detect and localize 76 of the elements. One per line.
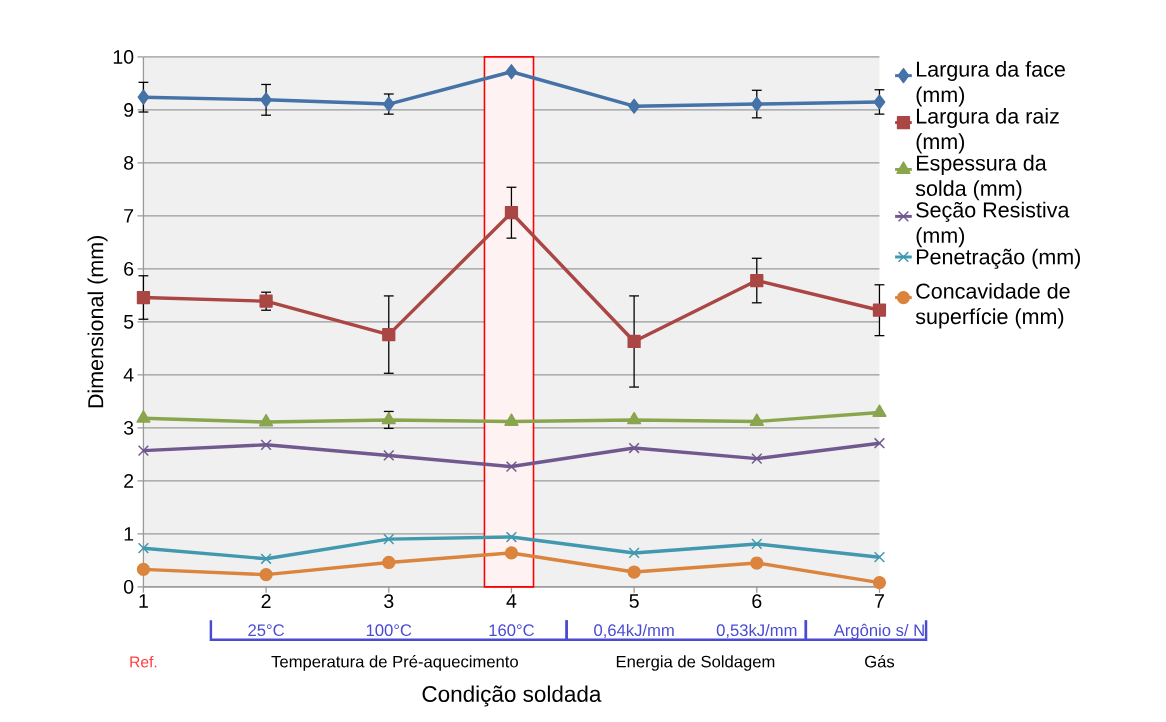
- y-tick-label: 7: [124, 209, 134, 223]
- y-tick-label: 2: [124, 473, 134, 488]
- y-axis-title: Dimensional (mm): [87, 235, 108, 408]
- point: [260, 92, 272, 108]
- y-tick-label: 3: [123, 420, 134, 435]
- x-tick-label: 7: [875, 594, 884, 608]
- x-tick-label: 6: [752, 594, 762, 608]
- point: [873, 551, 886, 563]
- x-tick-label: 3: [384, 594, 394, 608]
- point: [750, 556, 764, 570]
- y-tick-label: 1: [124, 527, 134, 541]
- point: [505, 460, 518, 473]
- point: [749, 413, 764, 426]
- text: Gás: [865, 654, 895, 668]
- x-tick-label: 5: [629, 594, 639, 608]
- point: [750, 273, 764, 288]
- text: Ref.: [130, 655, 157, 668]
- point: [504, 413, 519, 426]
- legend-label: Largura da raiz (mm): [916, 107, 1059, 154]
- y-tick-label: 5: [123, 314, 134, 329]
- legend-label: Concavidade de superfície (mm): [915, 282, 1070, 329]
- point: [872, 303, 887, 317]
- y-tick-label: 4: [123, 368, 134, 382]
- point: [505, 531, 518, 543]
- text: 160°C: [489, 624, 534, 636]
- point: [627, 334, 641, 348]
- point: [873, 437, 886, 449]
- legend-label: Espessura da solda (mm): [915, 154, 1047, 201]
- y-tick-label: 6: [124, 261, 134, 276]
- text: 0,53kJ/mm: [716, 623, 797, 638]
- y-tick-label: 8: [124, 155, 134, 170]
- point: [628, 442, 640, 454]
- legend-label: Largura da face (mm): [916, 60, 1065, 107]
- point: [751, 452, 763, 465]
- point: [381, 411, 396, 425]
- point: [504, 546, 519, 560]
- point: [137, 444, 150, 457]
- y-tick-label: 9: [124, 102, 134, 117]
- point: [504, 205, 519, 220]
- point: [872, 575, 887, 590]
- y-tick-label: 0: [123, 579, 134, 594]
- point: [505, 63, 518, 80]
- x-tick-label: 4: [506, 594, 517, 608]
- point: [751, 538, 763, 550]
- legend-label: Penetração (mm): [916, 248, 1080, 269]
- text: 100°C: [366, 624, 412, 636]
- legend-label: Seção Resistiva (mm): [916, 201, 1070, 248]
- point: [383, 449, 395, 461]
- x-axis-title: Condição soldada: [422, 685, 602, 707]
- point: [627, 411, 642, 425]
- text: Temperatura de Pré-aquecimento: [271, 654, 518, 671]
- point: [260, 553, 272, 565]
- point: [872, 404, 887, 417]
- point: [137, 542, 150, 554]
- point: [383, 533, 395, 545]
- text: Energia de Soldagem: [616, 655, 775, 671]
- point: [137, 89, 150, 105]
- text: 0,64kJ/mm: [594, 623, 674, 638]
- point: [136, 290, 151, 304]
- x-tick-label: 2: [261, 594, 271, 608]
- text: 25°C: [248, 624, 285, 636]
- x-tick-label: 1: [139, 594, 148, 608]
- point: [382, 327, 396, 342]
- point: [258, 413, 274, 427]
- y-tick-label: 10: [113, 49, 134, 64]
- point: [136, 562, 151, 576]
- point: [873, 94, 886, 110]
- text: Argônio s/ N: [833, 623, 924, 640]
- point: [750, 96, 763, 112]
- point: [259, 567, 273, 582]
- point: [260, 439, 272, 451]
- point: [627, 565, 641, 579]
- point: [136, 410, 151, 423]
- point: [382, 555, 396, 569]
- point: [628, 547, 640, 559]
- point: [628, 98, 641, 114]
